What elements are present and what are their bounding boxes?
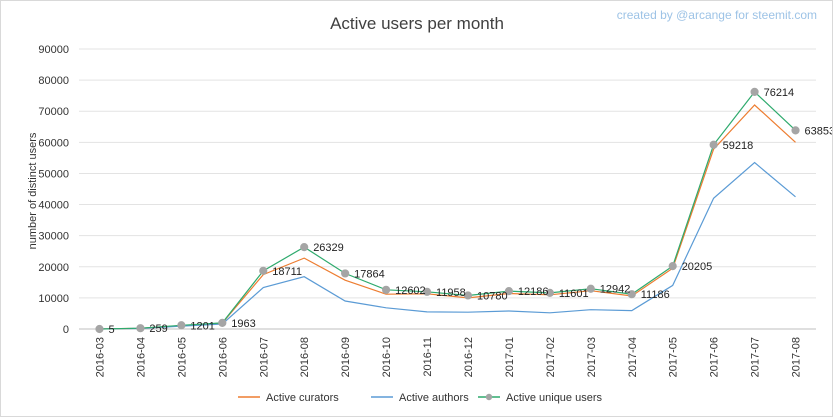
- legend-label: Active unique users: [506, 392, 602, 404]
- data-label: 11601: [559, 288, 589, 300]
- data-label: 1963: [231, 318, 255, 330]
- x-tick-label: 2017-08: [791, 337, 803, 377]
- data-label: 17864: [354, 268, 385, 280]
- data-point: [341, 269, 350, 278]
- data-label: 10780: [477, 290, 508, 302]
- y-tick-label: 40000: [38, 200, 69, 212]
- data-point: [709, 140, 718, 149]
- data-point: [791, 126, 800, 135]
- x-tick-label: 2016-12: [463, 337, 475, 377]
- y-tick-label: 80000: [38, 75, 69, 87]
- x-tick-label: 2016-06: [217, 337, 229, 377]
- data-label: 63853: [805, 125, 832, 137]
- legend-label: Active authors: [399, 392, 469, 404]
- data-point: [422, 287, 432, 296]
- y-tick-label: 50000: [38, 168, 69, 180]
- x-tick-label: 2017-06: [709, 337, 721, 377]
- y-tick-label: 70000: [38, 106, 69, 118]
- series-markers: [95, 87, 800, 334]
- x-tick-label: 2016-07: [258, 337, 270, 377]
- y-tick-label: 10000: [38, 293, 69, 305]
- x-tick-label: 2016-04: [135, 337, 147, 377]
- data-point: [259, 266, 268, 275]
- y-tick-label: 20000: [38, 262, 69, 274]
- data-point: [627, 290, 636, 299]
- data-label: 26329: [313, 242, 344, 254]
- data-point: [463, 291, 473, 300]
- y-tick-label: 30000: [38, 231, 69, 243]
- x-tick-label: 2016-05: [176, 337, 188, 377]
- x-tick-label: 2017-07: [750, 337, 762, 377]
- legend-marker: [485, 393, 493, 401]
- data-point: [586, 284, 595, 293]
- chart-title: Active users per month: [330, 14, 504, 33]
- x-tick-label: 2016-03: [94, 337, 106, 377]
- x-tick-label: 2016-09: [340, 337, 352, 377]
- data-label: 11186: [641, 289, 670, 301]
- data-point: [668, 262, 677, 271]
- data-point: [381, 285, 391, 294]
- x-tick-label: 2016-11: [422, 337, 434, 377]
- y-tick-label: 60000: [38, 137, 69, 149]
- credit-text: created by @arcange for steemit.com: [617, 8, 817, 22]
- series-line: [99, 91, 796, 330]
- data-label: 12186: [518, 286, 549, 298]
- series-lines: [99, 91, 796, 330]
- data-point: [750, 87, 759, 96]
- data-point: [95, 324, 104, 334]
- x-tick-label: 2017-03: [586, 337, 598, 377]
- x-tick-label: 2016-10: [381, 337, 393, 377]
- data-label: 5: [108, 324, 114, 336]
- x-tick-label: 2017-01: [504, 337, 516, 377]
- y-tick-label: 0: [63, 324, 69, 336]
- y-tick-label: 90000: [38, 44, 69, 56]
- series-line: [99, 161, 796, 330]
- legend: Active curators Active authors Active uniq…: [238, 392, 602, 404]
- data-point: [177, 321, 186, 330]
- data-label: 76214: [764, 87, 795, 99]
- x-tick-label: 2017-02: [545, 337, 557, 377]
- data-label: 259: [149, 323, 167, 335]
- y-tick-labels: 0 10000 20000 30000 40000 50000 60000 70000 8000…: [38, 44, 69, 336]
- x-tick-label: 2017-04: [627, 337, 639, 377]
- data-label: 1201: [190, 320, 214, 332]
- data-label: 12602: [395, 285, 426, 297]
- data-point: [504, 286, 514, 296]
- data-labels: 5 259 1201 1963 18711 26329 17864 12602 11958 107…: [108, 87, 832, 336]
- x-tick-labels: 2016-03 2016-04 2016-05 2016-06 2016-07 2016-…: [94, 337, 802, 377]
- data-point: [545, 288, 554, 298]
- gridlines: [79, 48, 816, 330]
- x-tick-label: 2016-08: [299, 337, 311, 377]
- data-label: 20205: [682, 261, 713, 273]
- data-label: 11958: [436, 287, 466, 299]
- data-point: [136, 324, 145, 333]
- data-label: 12942: [600, 284, 631, 296]
- data-point: [300, 242, 309, 252]
- x-tick-label: 2017-05: [668, 337, 680, 377]
- data-label: 59218: [723, 140, 754, 152]
- legend-label: Active curators: [266, 392, 339, 404]
- y-axis-label: number of distinct users: [27, 132, 39, 249]
- data-point: [218, 318, 227, 327]
- data-label: 18711: [272, 266, 302, 278]
